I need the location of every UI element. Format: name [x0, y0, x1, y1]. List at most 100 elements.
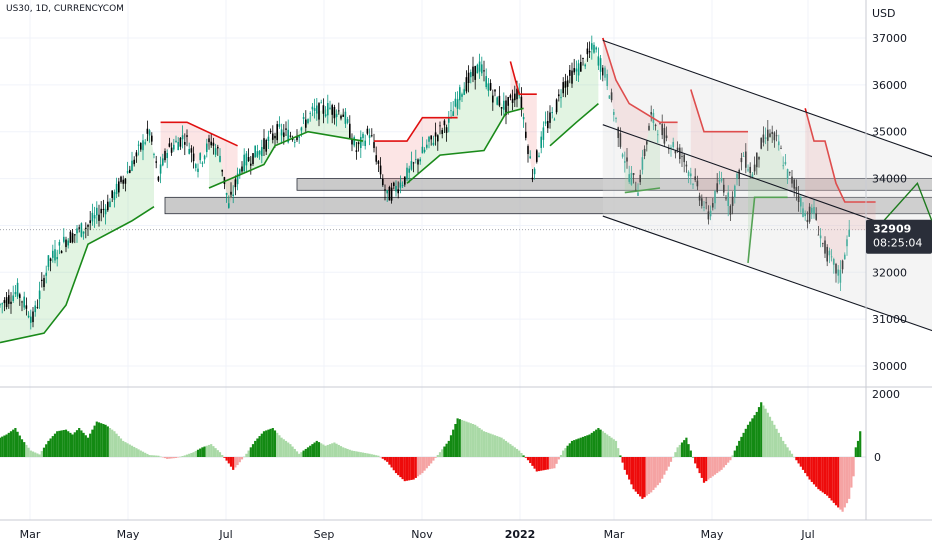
candle-body [85, 227, 87, 229]
oscillator-bar [665, 457, 668, 471]
price-zone[interactable] [164, 196, 932, 215]
candle-body [461, 94, 463, 97]
oscillator-bar [601, 431, 604, 457]
oscillator-bar [333, 442, 336, 457]
candle-body [478, 61, 481, 72]
candle-body [289, 135, 292, 137]
supertrend-fill [624, 117, 660, 193]
oscillator-bar [531, 457, 534, 466]
supertrend-down-line [160, 121, 238, 147]
candle-body [69, 231, 72, 243]
oscillator-bar [465, 421, 468, 457]
candle-body [208, 138, 210, 143]
candle-body [676, 147, 679, 151]
candle-body [265, 139, 267, 152]
candle-body [47, 255, 50, 267]
candle-body [159, 164, 162, 174]
forecast-arrow[interactable] [870, 181, 932, 314]
oscillator-bar [357, 451, 360, 457]
oscillator-bar [161, 457, 164, 458]
descending-channel[interactable] [602, 39, 932, 366]
support-resistance-zones[interactable] [164, 178, 932, 215]
candle-body [690, 173, 692, 177]
candle-body [773, 132, 776, 141]
oscillator-bar [190, 452, 193, 457]
oscillator-bar [845, 457, 849, 504]
candle-body [716, 183, 718, 192]
candle-body [718, 180, 721, 182]
candle-body [109, 201, 111, 208]
oscillator-bar [777, 432, 780, 457]
channel-middle-line[interactable] [602, 124, 932, 277]
oscillator-bar [705, 457, 708, 482]
oscillator-bar [843, 457, 846, 508]
candle-body [681, 156, 683, 157]
oscillator-bar [317, 442, 321, 457]
oscillator-bar [56, 431, 59, 457]
candle-body [258, 150, 261, 155]
oscillator-bar [86, 437, 90, 457]
candle-body [665, 135, 668, 139]
candle-body [54, 249, 56, 261]
oscillator-bar [221, 454, 224, 457]
oscillator-bar [658, 457, 662, 483]
candle-body [184, 142, 186, 145]
oscillator-bar [764, 408, 767, 457]
candle-body [632, 173, 635, 175]
candle-body [366, 128, 369, 134]
oscillator-bar [412, 457, 415, 480]
candle-body [806, 219, 809, 223]
oscillator-bar [797, 457, 800, 464]
candle-body [624, 161, 626, 163]
oscillator-bar [53, 433, 57, 457]
candle-body [538, 155, 540, 157]
oscillator-bar [49, 438, 52, 457]
candle-body [401, 185, 404, 187]
oscillator-bar [192, 452, 195, 457]
x-tick-label: Nov [411, 528, 433, 541]
oscillator-bar [793, 457, 796, 458]
price-zone[interactable] [296, 178, 932, 191]
candle-body [247, 156, 250, 161]
candle-body [659, 123, 661, 125]
candle-body [166, 152, 168, 159]
oscillator-pane [0, 402, 866, 512]
candle-body [547, 120, 549, 129]
channel-lower-line[interactable] [602, 215, 932, 366]
candle-body [58, 242, 61, 246]
oscillator-bar [260, 433, 263, 457]
candle-body [309, 113, 311, 115]
oscillator-bar [564, 448, 567, 457]
candle-body [764, 137, 767, 139]
candle-body [595, 47, 597, 50]
oscillator-bar [300, 452, 303, 457]
candle-body [113, 191, 116, 200]
oscillator-bar [267, 429, 270, 457]
candle-body [525, 131, 527, 138]
oscillator-bar [595, 429, 598, 457]
channel-fill [602, 40, 932, 331]
candle-body [762, 134, 765, 143]
candle-body [203, 155, 206, 160]
candle-body [657, 134, 659, 136]
oscillator-bar [546, 457, 549, 470]
supertrend-fill [160, 122, 238, 207]
oscillator-bar [247, 450, 250, 457]
oscillator-bar [713, 457, 717, 475]
oscillator-bar [251, 444, 255, 457]
oscillator-bar [557, 457, 560, 460]
candle-body [32, 311, 34, 323]
channel-upper-line[interactable] [602, 39, 932, 192]
candle-body [756, 152, 758, 168]
forecast-path[interactable] [870, 181, 932, 314]
oscillator-bar [493, 435, 497, 457]
oscillator-bar [650, 457, 653, 493]
oscillator-bar [152, 455, 156, 457]
candle-body [197, 168, 199, 172]
y-tick-label: 32000 [872, 266, 907, 279]
oscillator-bar [141, 451, 145, 457]
candle-body [206, 143, 208, 153]
candle-body [52, 250, 54, 258]
candle-body [45, 272, 47, 276]
